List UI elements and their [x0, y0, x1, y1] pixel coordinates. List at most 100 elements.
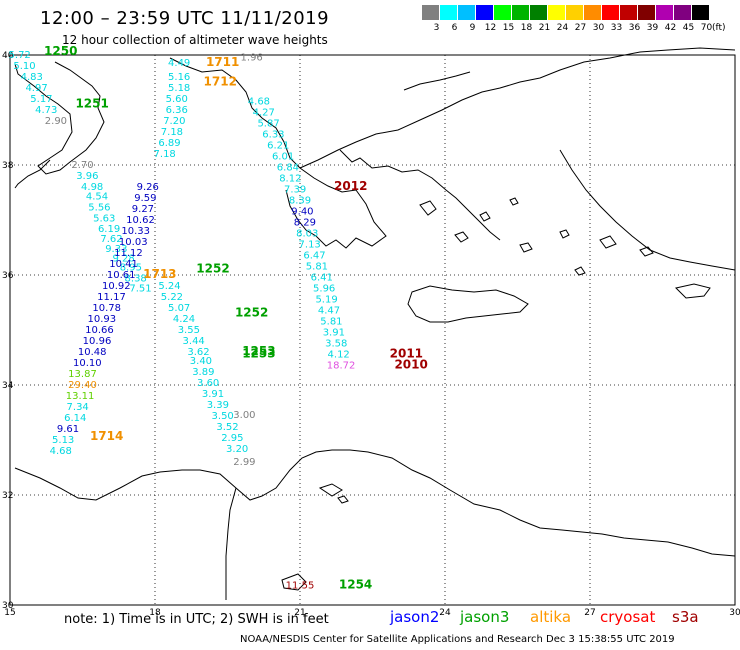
swh-value: 3.39	[207, 400, 229, 411]
swh-value: 6.47	[303, 251, 325, 262]
swh-value: 2.99	[233, 457, 255, 468]
swh-value: 5.81	[320, 317, 342, 328]
swh-value: 7.13	[299, 240, 321, 251]
lon-tick-label: 24	[439, 608, 451, 618]
swh-value: 10.48	[78, 347, 107, 358]
swh-value: 10.66	[85, 325, 114, 336]
altimeter-tracks: 5.725.104.834.975.174.732.90 2.703.964.98…	[9, 50, 356, 592]
lon-tick-label: 18	[149, 608, 161, 618]
swh-value: 11.17	[97, 292, 126, 303]
swh-value: 6.19	[98, 224, 120, 235]
lat-tick-label: 34	[2, 381, 14, 391]
swh-value: 8.39	[289, 196, 311, 207]
swh-value: 5.72	[9, 50, 31, 61]
scale-swatch	[440, 5, 457, 20]
swh-value: 7.62	[100, 234, 122, 245]
time-mark: 1252	[196, 261, 229, 275]
time-mark: 1714	[90, 429, 123, 443]
swh-value: 7.20	[163, 116, 185, 127]
swh-value: 6.36	[166, 105, 188, 116]
scale-label: 21	[538, 23, 551, 33]
swh-value: 5.24	[158, 281, 180, 292]
swh-value: 8.03	[296, 229, 318, 240]
swh-value: 7.18	[154, 149, 176, 160]
swh-value: 5.13	[52, 435, 74, 446]
scale-swatch	[638, 5, 655, 20]
scale-label: 70	[700, 23, 713, 33]
swh-value: 18.72	[327, 361, 356, 372]
coastline	[14, 47, 736, 600]
swh-value: 3.50	[212, 411, 234, 422]
swh-value: 3.62	[187, 347, 209, 358]
scale-label: 6	[451, 23, 458, 33]
map-grid: 15 18 21 24 27 30 40 38 36 34 32 30	[2, 51, 740, 618]
swh-value: 9.33	[105, 244, 127, 255]
swh-value: 6.33	[262, 130, 284, 141]
swh-value: 11.12	[114, 248, 143, 259]
swh-value: 5.81	[306, 262, 328, 273]
time-mark: 1712	[204, 74, 237, 88]
swh-value: 3.60	[197, 378, 219, 389]
swh-value: 4.73	[35, 105, 57, 116]
scale-label: 18	[520, 23, 533, 33]
swh-value: 10.93	[88, 314, 117, 325]
swh-value: 5.07	[168, 303, 190, 314]
legend-jason3: jason3	[460, 608, 510, 626]
scale-swatch	[566, 5, 583, 20]
swh-value: 8.38	[125, 274, 147, 285]
swh-value: 4.24	[173, 314, 195, 325]
time-mark: 2011	[390, 347, 423, 361]
scale-swatch	[620, 5, 637, 20]
legend-cryosat: cryosat	[600, 608, 656, 626]
scale-label: 24	[556, 23, 569, 33]
swh-value: 8.12	[279, 174, 301, 185]
swh-value: 5.10	[13, 61, 35, 72]
swh-value: 10.33	[121, 226, 150, 237]
swh-value: 4.98	[81, 182, 103, 193]
time-mark: 1253	[242, 347, 275, 361]
scale-label: 36	[628, 23, 641, 33]
swh-value: 3.91	[323, 328, 345, 339]
scale-swatch	[692, 5, 709, 20]
scale-label: 27	[574, 23, 587, 33]
swh-value: 5.17	[30, 94, 52, 105]
swh-value: 5.16	[168, 72, 190, 83]
time-mark: 1252	[235, 305, 268, 319]
footer-note: note: 1) Time is in UTC; 2) SWH is in fe…	[64, 612, 329, 627]
swh-value: 4.27	[253, 108, 275, 119]
credit-line: NOAA/NESDIS Center for Satellite Applica…	[240, 634, 675, 645]
time-mark: 1250	[44, 44, 77, 58]
swh-value: 3.55	[178, 325, 200, 336]
map-frame	[9, 54, 736, 606]
scale-swatch	[458, 5, 475, 20]
swh-value: 9.28	[112, 253, 134, 264]
swh-value: 1.96	[241, 53, 263, 64]
swh-value: 2.95	[221, 433, 243, 444]
lat-tick-label: 36	[2, 271, 14, 281]
swh-value: 10.62	[126, 215, 155, 226]
page-subtitle: 12 hour collection of altimeter wave hei…	[62, 33, 328, 47]
swh-value: 4.68	[248, 97, 270, 108]
swh-value: 4.54	[86, 192, 108, 203]
swh-value: 3.40	[190, 356, 212, 367]
swh-value: 13.11	[66, 391, 95, 402]
time-mark: 1251	[75, 96, 108, 110]
swh-value: 5.19	[315, 295, 337, 306]
swh-value: 5.56	[88, 203, 110, 214]
swh-value: 10.61	[107, 270, 136, 281]
swh-value: 10.10	[73, 358, 102, 369]
swh-value: 8.29	[294, 218, 316, 229]
time-mark: 1254	[339, 578, 372, 592]
swh-value: 4.68	[50, 446, 72, 457]
swh-value: 4.49	[168, 58, 190, 69]
time-mark: 1711	[206, 55, 239, 69]
swh-value: 5.87	[257, 119, 279, 130]
scale-label: 39	[646, 23, 659, 33]
swh-value: 3.00	[233, 410, 255, 421]
scale-swatch	[476, 5, 493, 20]
scale-label: 12	[484, 23, 497, 33]
swh-value: 2.70	[71, 160, 93, 171]
swh-value: 4.97	[25, 83, 47, 94]
